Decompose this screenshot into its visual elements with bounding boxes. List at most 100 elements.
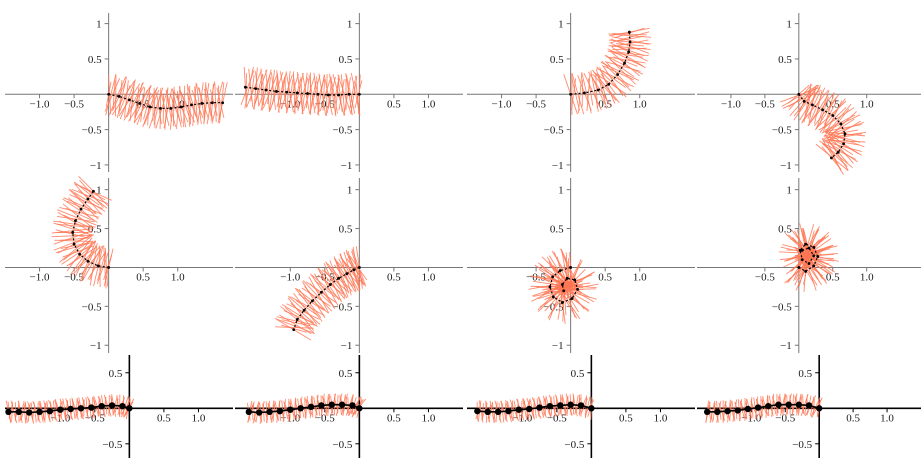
x-tick-label: 0.5 — [826, 98, 840, 110]
x-tick-label: −1.0 — [30, 271, 50, 283]
normal-segment — [252, 69, 268, 110]
y-tick-label: −0.5 — [332, 125, 352, 137]
data-point — [765, 402, 772, 410]
series-line — [798, 243, 819, 273]
normal-segment — [309, 283, 331, 304]
data-point — [72, 242, 76, 246]
data-point — [843, 132, 847, 136]
data-point — [302, 308, 306, 312]
normal-segment — [326, 76, 336, 114]
normal-segment — [564, 256, 574, 300]
normal-segment — [160, 91, 170, 127]
data-point — [117, 94, 121, 98]
data-point — [127, 98, 131, 102]
data-point — [616, 73, 620, 76]
normal-segment — [814, 93, 840, 131]
y-tick-label: −1 — [90, 340, 102, 352]
normal-segment — [301, 72, 308, 115]
data-point — [169, 107, 173, 110]
data-point — [703, 408, 711, 416]
x-tick-label: −0.5 — [755, 98, 775, 110]
data-point — [795, 401, 803, 408]
x-tick-label: 0.5 — [136, 271, 150, 283]
data-point — [628, 40, 632, 44]
y-tick-label: −1 — [552, 340, 564, 352]
normal-segment — [60, 242, 89, 249]
data-point — [567, 401, 574, 408]
normal-segment — [819, 96, 829, 125]
x-tick-label: 0.5 — [157, 412, 171, 424]
panel-r3c4: −1.0 −0.5 0.5 1.00.5−0.5 — [697, 355, 921, 458]
series-line — [72, 190, 109, 268]
data-point — [775, 401, 782, 408]
normal-segment — [69, 245, 93, 266]
y-tick-label: −0.5 — [332, 439, 352, 451]
panel-r2c4: −0.5 0.5 1.0 1 0.5 −0.5 −1 — [697, 178, 921, 353]
normal-segment — [250, 74, 255, 102]
data-point — [797, 266, 801, 269]
data-point — [295, 91, 299, 95]
data-point — [830, 156, 833, 160]
y-tick-label: 0.5 — [778, 224, 792, 236]
data-point — [287, 406, 294, 413]
x-tick-label: 1.0 — [633, 98, 647, 110]
normal-segment — [321, 269, 349, 293]
x-tick-label: −1.0 — [30, 98, 50, 110]
y-tick-label: 1 — [347, 185, 353, 197]
normal-segment — [807, 92, 821, 119]
data-point — [71, 231, 75, 234]
data-point — [812, 254, 816, 258]
normal-segment — [327, 263, 353, 292]
data-point — [627, 50, 631, 54]
series-line — [245, 86, 360, 96]
x-tick-label: 1.0 — [654, 412, 668, 424]
normal-segment — [155, 88, 169, 129]
data-point — [255, 409, 263, 416]
data-point — [357, 266, 361, 269]
data-point — [474, 407, 481, 415]
normal-segment — [343, 251, 357, 293]
data-point — [264, 88, 268, 92]
y-tick-label: 0.5 — [798, 368, 812, 380]
normal-segment — [104, 78, 121, 112]
data-point — [79, 207, 83, 211]
data-point — [295, 318, 299, 321]
normal-segment — [782, 89, 822, 109]
normal-segment — [79, 179, 104, 208]
normal-segment — [352, 246, 361, 291]
normal-segment — [616, 35, 644, 42]
normal-segment — [197, 82, 204, 125]
x-tick-label: 1.0 — [633, 271, 647, 283]
normal-segment — [827, 134, 854, 164]
normal-segment — [55, 229, 90, 239]
normal-segment — [276, 76, 286, 108]
data-point — [328, 283, 332, 286]
data-point — [560, 283, 564, 286]
normal-segment — [303, 76, 316, 112]
y-tick-label: −0.5 — [544, 125, 564, 137]
panel-r1c4: −1.0 −0.5 0.5 1.0 1 0.5 −0.5 −1 — [697, 13, 921, 175]
data-point — [836, 150, 840, 154]
x-tick-label: −1.0 — [492, 98, 512, 110]
data-point — [821, 108, 824, 112]
x-tick-label: 1.0 — [422, 98, 436, 110]
panel-r3c3: −1.0 −0.5 0.5 1.00.5−0.5 — [467, 355, 695, 458]
normal-segment — [166, 95, 173, 122]
normal-segment — [255, 71, 260, 107]
data-point — [557, 402, 564, 409]
data-point — [560, 301, 564, 304]
normal-segment — [69, 189, 99, 220]
y-tick-label: −1 — [90, 160, 102, 172]
data-point — [337, 276, 341, 280]
data-point — [800, 248, 804, 252]
normal-segment — [807, 92, 835, 126]
normal-segment — [827, 133, 863, 141]
data-point — [126, 405, 133, 412]
data-point — [275, 90, 278, 93]
normal-segment — [788, 83, 813, 111]
y-tick-label: −1 — [341, 160, 353, 172]
x-tick-label: −0.5 — [64, 271, 84, 283]
panel-r2c1: −1.0 −0.5 0.5 1.010.5−0.5−1 — [5, 175, 233, 353]
x-tick-label: 0.5 — [846, 412, 860, 424]
normal-segment — [66, 200, 97, 215]
